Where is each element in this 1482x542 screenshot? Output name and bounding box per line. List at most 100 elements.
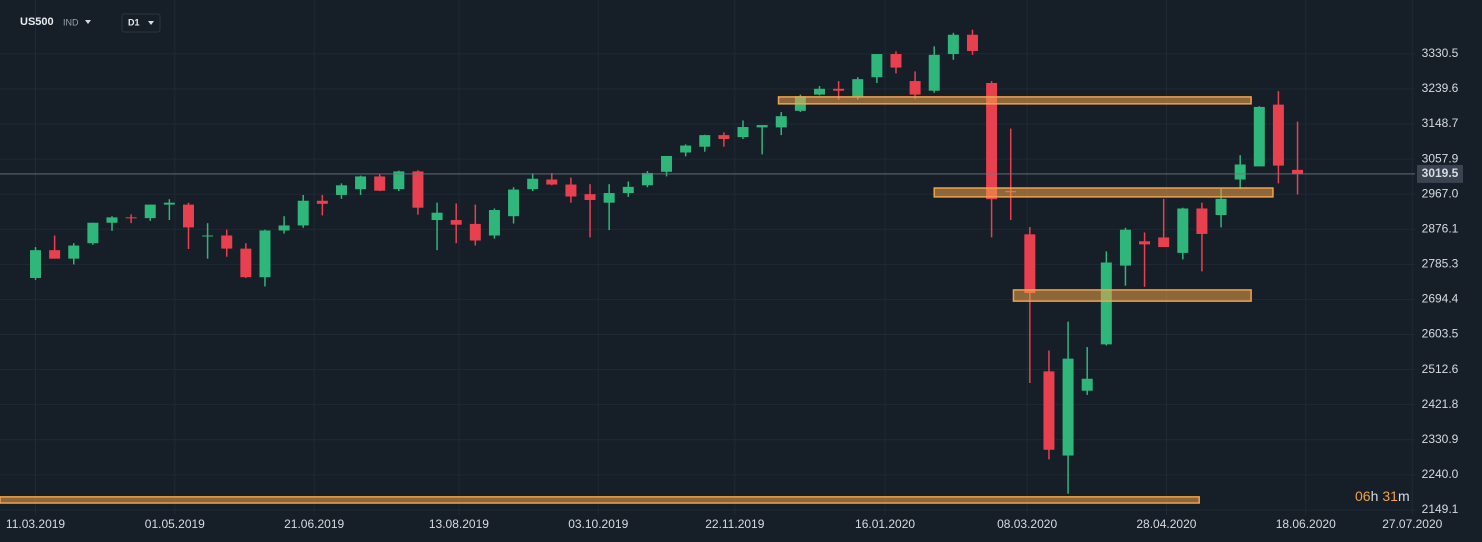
candle-body [450, 220, 462, 225]
candle-body [966, 34, 978, 51]
candle-body [335, 185, 347, 195]
candle-body [1158, 237, 1170, 248]
candle-body [144, 204, 156, 219]
y-tick-label: 2421.8 [1422, 397, 1459, 411]
candle-body [87, 222, 99, 244]
candle-body [622, 186, 634, 194]
zone [933, 187, 1274, 198]
candle-body [852, 79, 864, 97]
candle-body [775, 116, 787, 128]
candle-body [1024, 234, 1036, 294]
candle-body [221, 235, 233, 249]
candle-body [30, 250, 42, 278]
y-tick-label: 3239.6 [1422, 81, 1459, 95]
timeframe-box[interactable] [121, 13, 161, 33]
candle-body [202, 235, 214, 237]
candle-body [125, 217, 137, 219]
zone [777, 96, 1252, 105]
y-tick-label: 3057.9 [1422, 151, 1459, 165]
timeframe[interactable]: D1 [128, 17, 140, 27]
candle-body [240, 248, 252, 278]
dropdown-arrow[interactable] [148, 21, 154, 25]
candle-body [355, 176, 367, 190]
candle-body [1253, 106, 1265, 167]
x-tick-label: 03.10.2019 [568, 517, 628, 531]
x-tick-label: 13.08.2019 [429, 517, 489, 531]
candle-body [68, 245, 80, 259]
candle-body [1177, 208, 1189, 253]
candle-body [508, 189, 520, 217]
x-tick-label: 27.07.2020 [1382, 517, 1442, 531]
candle-body [546, 179, 558, 185]
countdown: 06h 31m [1355, 488, 1410, 504]
x-tick-label: 08.03.2020 [997, 517, 1057, 531]
candle-body [928, 54, 940, 91]
candle-body [947, 34, 959, 55]
candle-body [374, 176, 386, 191]
candle-body [909, 81, 921, 95]
y-tick-label: 2967.0 [1422, 186, 1459, 200]
y-tick-label: 2149.1 [1422, 502, 1459, 516]
candle-body [680, 145, 692, 153]
candle-body [641, 172, 653, 186]
zone [0, 496, 1200, 504]
x-tick-label: 16.01.2020 [855, 517, 915, 531]
countdown-minutes: 31 [1382, 488, 1398, 504]
candle-body [603, 193, 615, 203]
candle-body [1196, 208, 1208, 234]
candle-body [737, 127, 749, 138]
candle-body [488, 210, 500, 236]
candle-body [718, 135, 730, 139]
x-tick-label: 01.05.2019 [145, 517, 205, 531]
candle-body [106, 217, 118, 223]
candle-body [316, 200, 328, 204]
candle-body [986, 83, 998, 200]
candle-body [49, 250, 61, 259]
symbol[interactable]: US500 [20, 16, 54, 28]
candle-body [833, 88, 845, 91]
candle-body [1062, 358, 1074, 456]
candle-body [431, 212, 443, 221]
y-tick-label: 2876.1 [1422, 221, 1459, 235]
y-tick-label: 2240.0 [1422, 467, 1459, 481]
candle-body [813, 88, 825, 95]
x-tick-label: 28.04.2020 [1136, 517, 1196, 531]
candle-body [469, 223, 481, 241]
x-tick-label: 11.03.2019 [6, 517, 65, 531]
candle-body [1215, 198, 1227, 216]
candle-body [871, 54, 883, 78]
countdown-hours: 06 [1355, 488, 1371, 504]
candle-body [1234, 164, 1246, 180]
y-tick-label: 2785.3 [1422, 257, 1459, 271]
countdown-unit: h [1371, 488, 1379, 504]
candle-body [1081, 378, 1093, 391]
candle-body [297, 200, 309, 226]
candle-body [278, 225, 290, 231]
candle-body [393, 171, 405, 190]
y-tick-label: 2694.4 [1422, 292, 1459, 306]
y-tick-label: 3148.7 [1422, 116, 1459, 130]
candle-body [1139, 241, 1151, 245]
dropdown-arrow[interactable] [85, 20, 91, 24]
candle-body [699, 135, 711, 147]
candle-body [584, 194, 596, 200]
candle-body [1100, 262, 1112, 345]
y-tick-label: 2330.9 [1422, 432, 1459, 446]
instrument-type[interactable]: IND [63, 17, 79, 27]
last-price-label: 3019.5 [1422, 166, 1459, 180]
y-tick-label: 3330.5 [1422, 46, 1459, 60]
x-tick-label: 21.06.2019 [284, 517, 344, 531]
candle-body [412, 171, 424, 208]
candle-body [661, 155, 673, 172]
plot-area [0, 0, 1415, 515]
candle-body [756, 125, 768, 128]
y-tick-label: 2603.5 [1422, 327, 1459, 341]
candle-body [527, 178, 539, 190]
y-tick-label: 2512.6 [1422, 362, 1459, 376]
candle-body [890, 54, 902, 68]
candle-body [1292, 169, 1304, 174]
x-tick-label: 18.06.2020 [1276, 517, 1336, 531]
x-tick-label: 22.11.2019 [705, 517, 764, 531]
candle-body [1272, 104, 1284, 166]
